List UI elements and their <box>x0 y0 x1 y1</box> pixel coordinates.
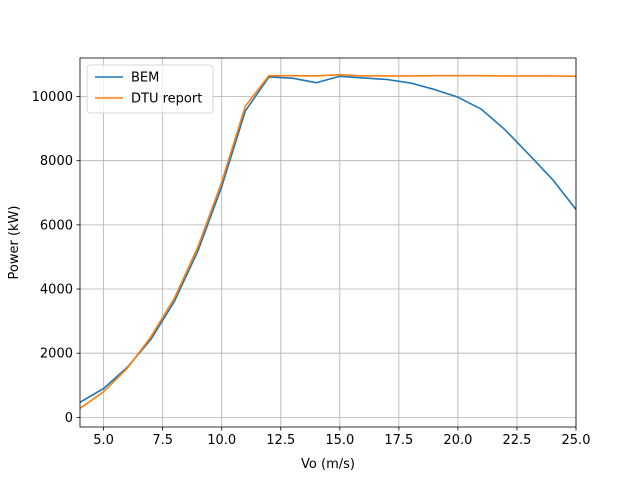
series-lines <box>80 73 576 410</box>
y-tick-label: 10000 <box>32 90 73 105</box>
series-line-bem <box>80 75 576 404</box>
series-line-dtu-report <box>80 73 576 410</box>
y-tick-label: 4000 <box>40 283 73 298</box>
x-tick-label: 12.5 <box>266 433 295 448</box>
x-axis-label: Vo (m/s) <box>301 457 355 472</box>
x-tick-label: 10.0 <box>207 433 236 448</box>
axis-ticks: 5.0 7.5 10.0 12.5 15.0 17.5 20.0 22.5 25.0 0 2000 4… <box>32 90 591 448</box>
x-tick-label: 5.0 <box>93 433 114 448</box>
y-tick-label: 6000 <box>40 218 73 233</box>
y-tick-label: 8000 <box>40 154 73 169</box>
x-tick-label: 15.0 <box>325 433 354 448</box>
x-tick-label: 20.0 <box>443 433 472 448</box>
legend-label-bem: BEM <box>131 71 159 86</box>
plot-frame <box>79 57 577 428</box>
legend-label-dtu-report: DTU report <box>131 92 202 107</box>
y-tick-label: 2000 <box>40 347 73 362</box>
x-tick-label: 17.5 <box>384 433 413 448</box>
grid <box>80 58 577 427</box>
x-tick-label: 22.5 <box>502 433 531 448</box>
y-tick-label: 0 <box>65 411 73 426</box>
legend: BEM DTU report <box>86 64 214 114</box>
y-axis-label: Power (kW) <box>7 206 22 280</box>
x-tick-label: 7.5 <box>152 433 173 448</box>
x-tick-label: 25.0 <box>562 433 591 448</box>
